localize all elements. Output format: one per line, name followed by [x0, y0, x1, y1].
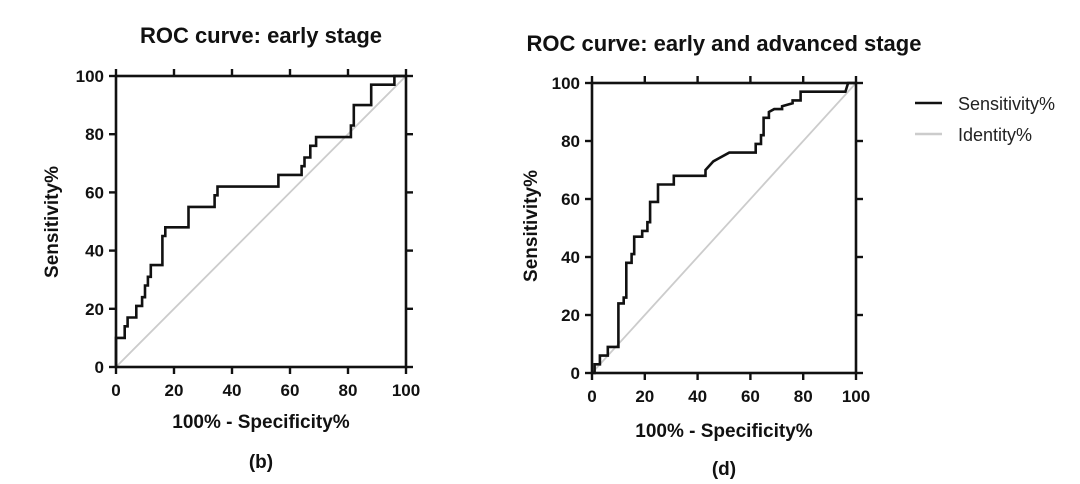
y-tick-label-2-3: 60 — [561, 190, 580, 209]
plot-area-2: 0 20 40 60 80 100 0 20 40 60 80 100 — [552, 74, 871, 406]
y-tick-label-1-2: 40 — [85, 242, 104, 261]
plot-frame-2 — [590, 81, 858, 375]
x-axis-label-1: 100% - Specificity% — [172, 412, 350, 433]
series-line-identity-2 — [591, 82, 857, 374]
x-tick-label-1-0: 0 — [111, 381, 120, 400]
plot-area-1: 0 20 40 60 80 100 0 20 40 60 80 100 — [76, 67, 421, 400]
y-tick-label-2-2: 40 — [561, 248, 580, 267]
legend: Sensitivity% Identity% — [915, 94, 1055, 145]
y-tick-label-2-1: 20 — [561, 306, 580, 325]
y-axis-label-2: Sensitivity% — [521, 170, 542, 282]
series-line-sensitivity-1 — [114, 74, 406, 367]
series-line-identity-1 — [115, 75, 407, 368]
y-tick-label-1-3: 60 — [85, 183, 104, 202]
x-tick-label-1-3: 60 — [281, 381, 300, 400]
x-tick-label-2-3: 60 — [741, 387, 760, 406]
x-tick-label-2-4: 80 — [794, 387, 813, 406]
chart-title-1: ROC curve: early stage — [140, 23, 382, 48]
legend-label-identity: Identity% — [958, 125, 1032, 145]
y-tick-label-2-4: 80 — [561, 132, 580, 151]
y-tick-label-2-5: 100 — [552, 74, 580, 93]
x-tick-label-2-2: 40 — [688, 387, 707, 406]
x-tick-label-2-5: 100 — [842, 387, 870, 406]
y-tick-label-1-0: 0 — [95, 358, 104, 377]
y-tick-label-1-4: 80 — [85, 125, 104, 144]
x-axis-label-2: 100% - Specificity% — [635, 421, 813, 442]
y-tick-label-2-0: 0 — [571, 364, 580, 383]
x-tick-label-1-2: 40 — [223, 381, 242, 400]
chart-title-2: ROC curve: early and advanced stage — [527, 31, 922, 56]
x-tick-label-1-1: 20 — [165, 381, 184, 400]
y-tick-label-1-5: 100 — [76, 67, 104, 86]
x-tick-label-1-5: 100 — [392, 381, 420, 400]
legend-label-sensitivity: Sensitivity% — [958, 94, 1055, 114]
plot-frame-1 — [114, 74, 408, 369]
y-tick-label-1-1: 20 — [85, 300, 104, 319]
y-axis-label-1: Sensitivity% — [42, 166, 63, 278]
panel-label-d: (d) — [712, 459, 736, 480]
x-tick-label-2-0: 0 — [587, 387, 596, 406]
x-tick-label-1-4: 80 — [339, 381, 358, 400]
series-line-sensitivity-2 — [592, 81, 856, 375]
x-tick-label-2-1: 20 — [635, 387, 654, 406]
panel-label-b: (b) — [249, 452, 273, 473]
